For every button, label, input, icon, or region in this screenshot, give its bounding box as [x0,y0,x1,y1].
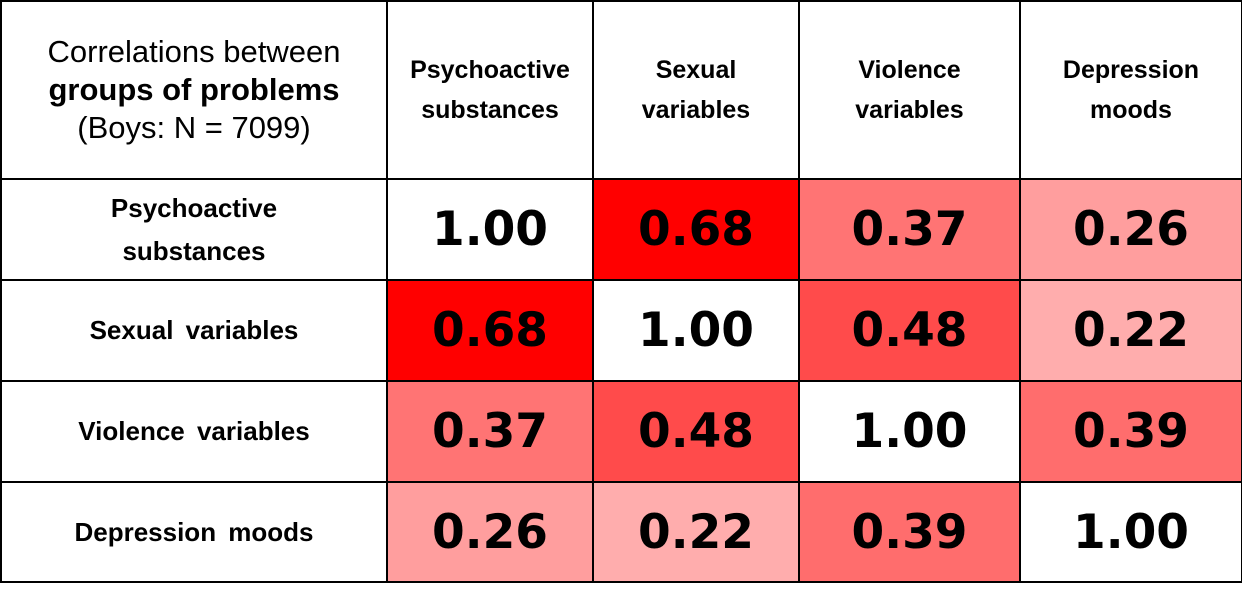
row-header-violence: Violence variables [0,380,388,483]
column-header-depression: Depression moods [1019,0,1242,180]
column-header-line-1: Psychoactive [410,56,570,84]
heatmap-cell: 0.68 [386,279,594,382]
heatmap-cell: 1.00 [592,279,800,382]
column-header-line-1: Sexual [655,56,737,84]
row-header-line-1: Sexual variables [89,315,299,345]
heatmap-cell: 1.00 [386,178,594,281]
column-header-line-2: variables [855,96,964,124]
title-line-2: groups of problems [48,72,340,107]
heatmap-cell: 0.26 [1019,178,1242,281]
row-sexual: Sexual variables 0.68 1.00 0.48 0.22 [0,279,1242,382]
row-header-line-1: Psychoactive [110,192,278,223]
row-header-line-2: substances [122,235,266,266]
table-title-cell: Correlations between groups of problems … [0,0,388,180]
heatmap-cell: 1.00 [798,380,1021,483]
row-header-depression: Depression moods [0,481,388,583]
heatmap-cell: 0.26 [386,481,594,583]
row-header-psychoactive: Psychoactive substances [0,178,388,281]
correlation-heatmap: Correlations between groups of problems … [0,0,1242,583]
heatmap-cell: 0.68 [592,178,800,281]
heatmap-cell: 0.39 [798,481,1021,583]
row-header-line-1: Depression moods [74,516,314,547]
title-line-1: Correlations between [47,34,341,69]
heatmap-cell: 0.37 [798,178,1021,281]
row-header-sexual: Sexual variables [0,279,388,382]
heatmap-cell: 0.37 [386,380,594,483]
column-header-line-1: Depression [1062,56,1200,84]
column-header-psychoactive: Psychoactive substances [386,0,594,180]
column-header-sexual: Sexual variables [592,0,800,180]
row-violence: Violence variables 0.37 0.48 1.00 0.39 [0,380,1242,483]
heatmap-cell: 0.22 [1019,279,1242,382]
row-depression: Depression moods 0.26 0.22 0.39 1.00 [0,481,1242,583]
header-row: Correlations between groups of problems … [0,0,1242,180]
column-header-line-2: moods [1090,96,1172,124]
column-header-line-2: substances [421,96,559,124]
heatmap-cell: 1.00 [1019,481,1242,583]
column-header-violence: Violence variables [798,0,1021,180]
column-header-line-2: variables [641,96,751,124]
heatmap-cell: 0.48 [592,380,800,483]
heatmap-cell: 0.39 [1019,380,1242,483]
column-header-line-1: Violence [858,56,961,84]
heatmap-cell: 0.22 [592,481,800,583]
title-line-3: (Boys: N = 7099) [77,110,311,145]
row-header-line-1: Violence variables [78,416,310,446]
heatmap-cell: 0.48 [798,279,1021,382]
row-psychoactive: Psychoactive substances 1.00 0.68 0.37 0… [0,178,1242,281]
